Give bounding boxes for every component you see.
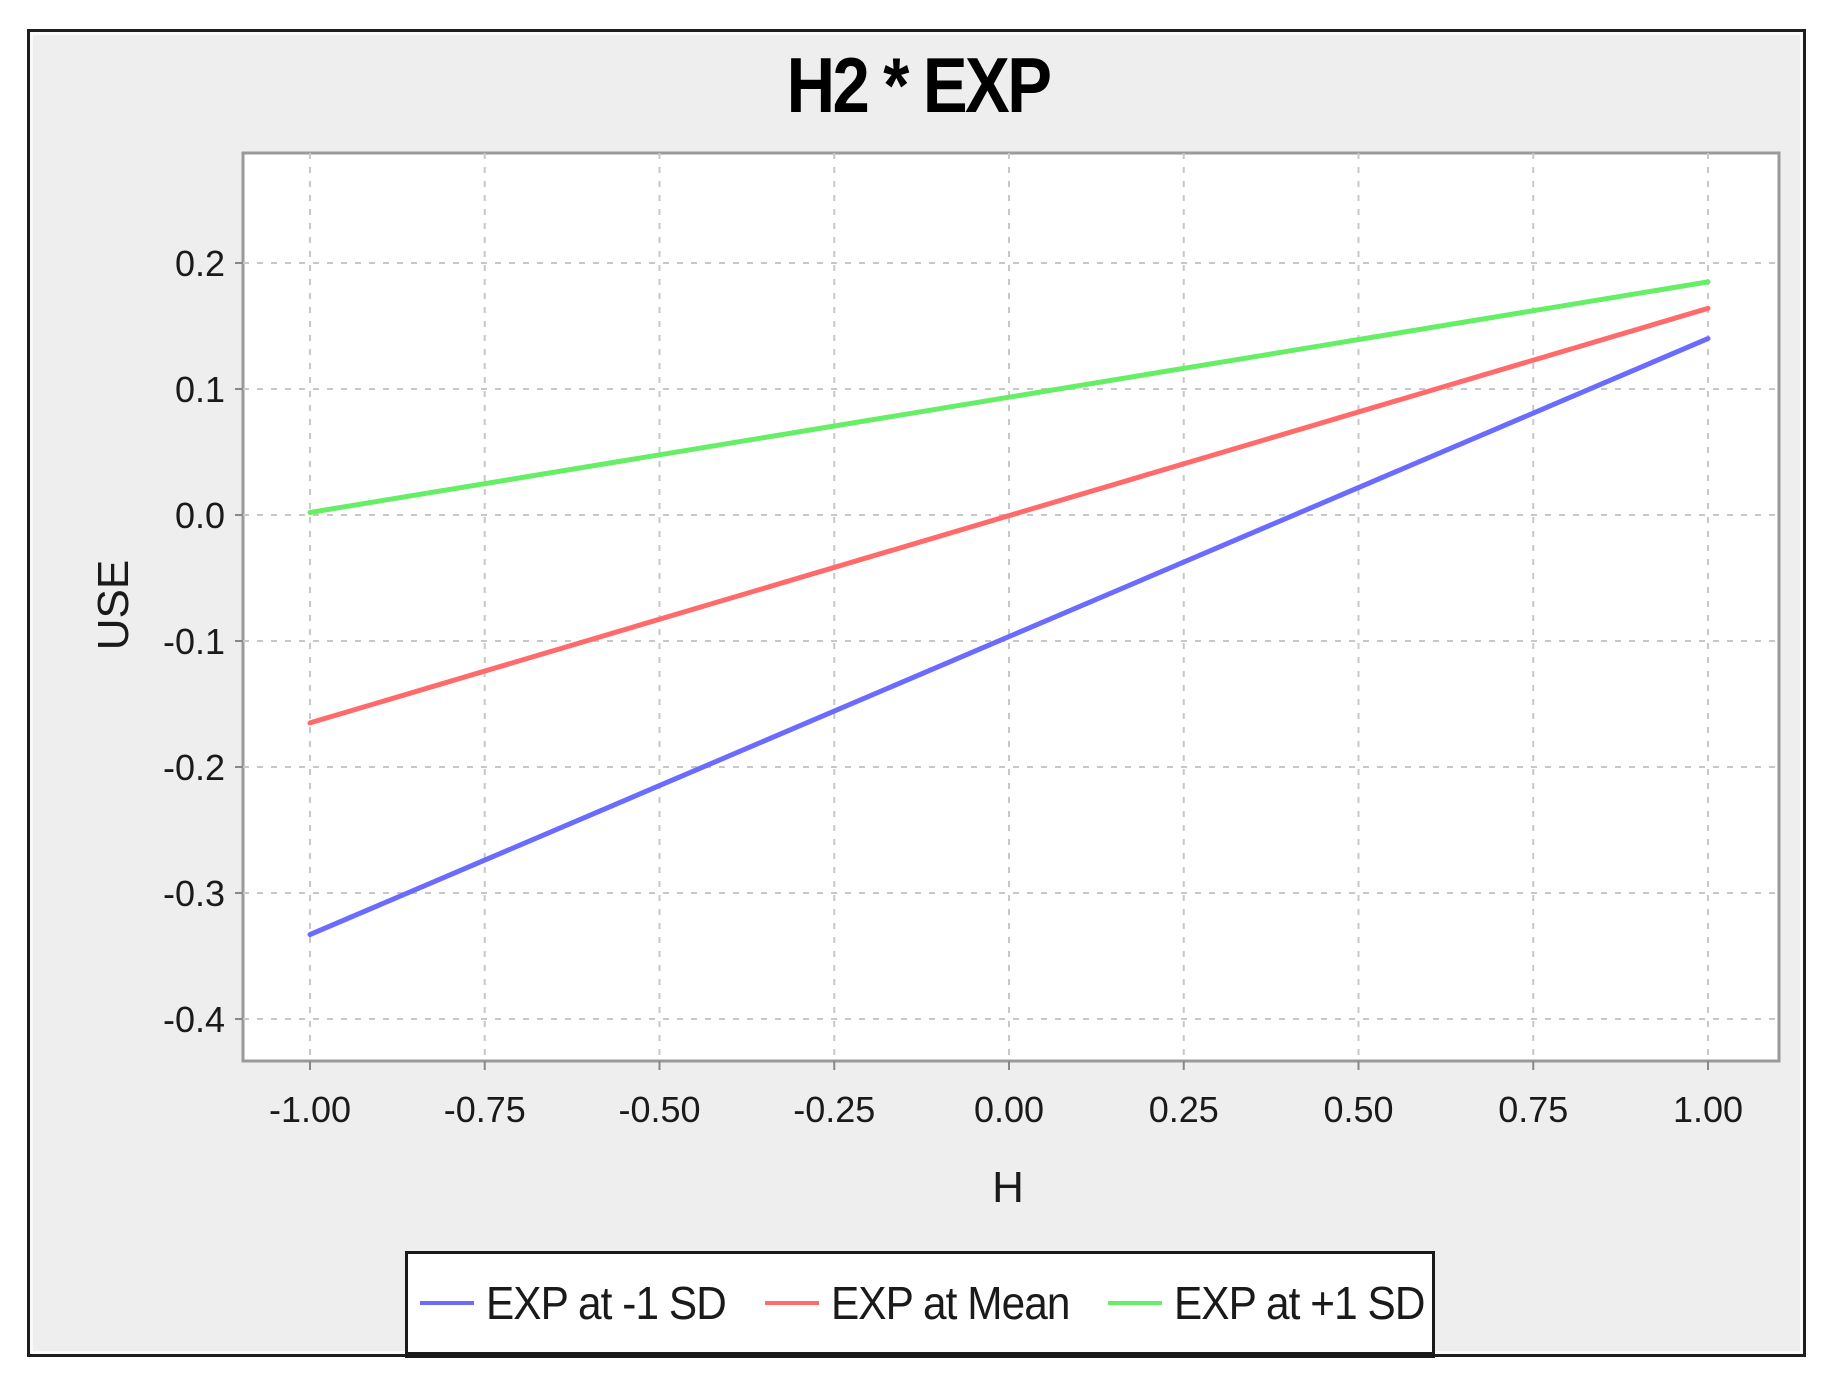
y-tick-label: -0.1 [163, 621, 225, 662]
gridlines [243, 153, 1779, 1061]
y-tick-label: 0.1 [175, 369, 225, 410]
x-tick-label: 1.00 [1673, 1089, 1743, 1130]
x-axis-label: H [992, 1163, 1024, 1212]
x-tick-label: 0.25 [1149, 1089, 1219, 1130]
legend-item-plus-1-sd: EXP at +1 SD [1107, 1276, 1446, 1330]
data-lines [307, 279, 1711, 938]
x-tick-label: -1.00 [269, 1089, 351, 1130]
x-tick-label: -0.50 [618, 1089, 700, 1130]
legend-swatch-blue [420, 1301, 474, 1305]
chart-legend: EXP at -1 SD EXP at Mean EXP at +1 SD [405, 1251, 1435, 1358]
series-line [307, 279, 1711, 515]
legend-label: EXP at -1 SD [486, 1277, 727, 1329]
legend-item-minus-1-sd: EXP at -1 SD [420, 1276, 747, 1330]
y-tick-label: 0.0 [175, 495, 225, 536]
x-tick-label: 0.75 [1498, 1089, 1568, 1130]
legend-swatch-red [764, 1301, 819, 1305]
legend-swatch-green [1107, 1301, 1162, 1305]
series-line [307, 336, 1711, 938]
y-axis-ticks: 0.2 0.1 0.0 -0.1 -0.2 -0.3 -0.4 [163, 243, 243, 1040]
x-tick-label: 0.00 [974, 1089, 1044, 1130]
y-axis-label: USE [89, 560, 138, 650]
legend-item-mean: EXP at Mean [764, 1276, 1090, 1330]
series-line [307, 305, 1711, 726]
y-tick-label: 0.2 [175, 243, 225, 284]
x-axis-ticks: -1.00 -0.75 -0.50 -0.25 0.00 0.25 0.50 0.75 1.00 [269, 1061, 1743, 1130]
x-tick-label: -0.75 [444, 1089, 526, 1130]
chart-title-text: H2 * EXP [786, 41, 1052, 129]
y-tick-label: -0.2 [163, 747, 225, 788]
y-tick-label: -0.4 [163, 999, 225, 1040]
legend-label: EXP at Mean [830, 1277, 1070, 1329]
chart-title: H2 * EXP [128, 40, 1708, 131]
y-tick-label: -0.3 [163, 873, 225, 914]
x-tick-label: -0.25 [793, 1089, 875, 1130]
x-tick-label: 0.50 [1323, 1089, 1393, 1130]
plot-area [241, 151, 1781, 1063]
legend-label: EXP at +1 SD [1173, 1277, 1425, 1329]
